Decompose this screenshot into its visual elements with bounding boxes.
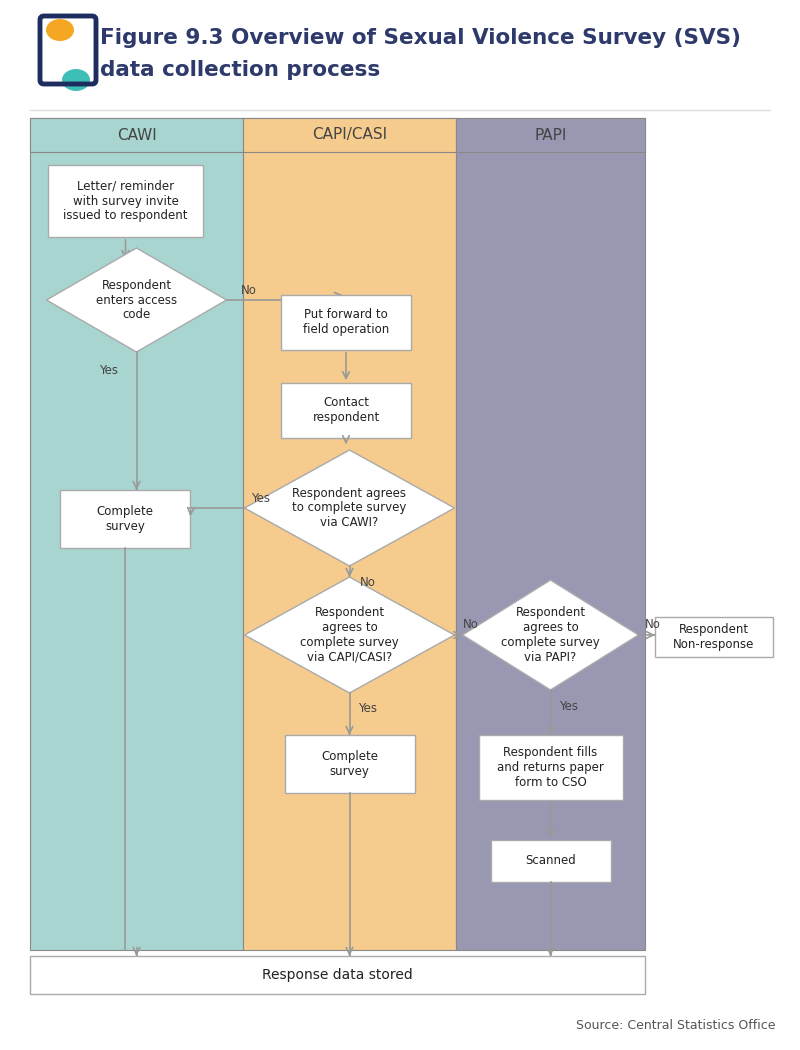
Text: Source: Central Statistics Office: Source: Central Statistics Office — [575, 1018, 775, 1032]
Polygon shape — [245, 450, 454, 566]
Bar — [655, 617, 773, 657]
Polygon shape — [46, 248, 226, 352]
Text: No: No — [462, 618, 478, 631]
Text: Complete
survey: Complete survey — [97, 505, 154, 533]
Text: Yes: Yes — [99, 363, 118, 377]
Text: CAPI/CASI: CAPI/CASI — [312, 127, 387, 143]
Text: Response data stored: Response data stored — [262, 968, 413, 982]
Text: No: No — [645, 617, 661, 630]
Text: Respondent
Non-response: Respondent Non-response — [674, 623, 754, 651]
Text: Respondent agrees
to complete survey
via CAWI?: Respondent agrees to complete survey via… — [292, 486, 406, 529]
Text: Respondent
agrees to
complete survey
via CAPI/CASI?: Respondent agrees to complete survey via… — [300, 606, 399, 664]
Bar — [30, 118, 243, 950]
Bar — [281, 383, 411, 438]
Polygon shape — [462, 580, 638, 690]
Bar — [456, 118, 645, 950]
Bar — [456, 118, 645, 152]
Bar — [60, 490, 190, 548]
Ellipse shape — [46, 19, 74, 41]
Text: Yes: Yes — [559, 699, 578, 713]
Bar — [30, 118, 243, 152]
Text: CAWI: CAWI — [117, 127, 156, 143]
Text: Figure 9.3 Overview of Sexual Violence Survey (SVS): Figure 9.3 Overview of Sexual Violence S… — [100, 28, 741, 48]
Bar — [285, 735, 414, 793]
Text: data collection process: data collection process — [100, 60, 380, 80]
Bar — [478, 735, 622, 800]
Polygon shape — [245, 578, 454, 693]
Text: Respondent
agrees to
complete survey
via PAPI?: Respondent agrees to complete survey via… — [501, 606, 600, 664]
Bar — [48, 165, 203, 237]
Text: No: No — [359, 575, 375, 588]
Bar — [490, 840, 610, 882]
Text: Respondent fills
and returns paper
form to CSO: Respondent fills and returns paper form … — [497, 746, 604, 789]
Text: Put forward to
field operation: Put forward to field operation — [303, 309, 389, 336]
Text: No: No — [241, 284, 257, 296]
Bar — [243, 118, 456, 950]
Text: Complete
survey: Complete survey — [321, 750, 378, 778]
Bar — [281, 295, 411, 350]
Text: Yes: Yes — [358, 702, 377, 715]
Text: Respondent
enters access
code: Respondent enters access code — [96, 278, 177, 321]
Text: PAPI: PAPI — [534, 127, 566, 143]
Bar — [243, 118, 456, 152]
Text: Letter/ reminder
with survey invite
issued to respondent: Letter/ reminder with survey invite issu… — [63, 180, 188, 223]
Ellipse shape — [62, 69, 90, 91]
Text: Yes: Yes — [251, 491, 270, 504]
Bar — [30, 956, 645, 994]
Text: Contact
respondent: Contact respondent — [312, 397, 380, 424]
Text: Scanned: Scanned — [525, 855, 576, 867]
